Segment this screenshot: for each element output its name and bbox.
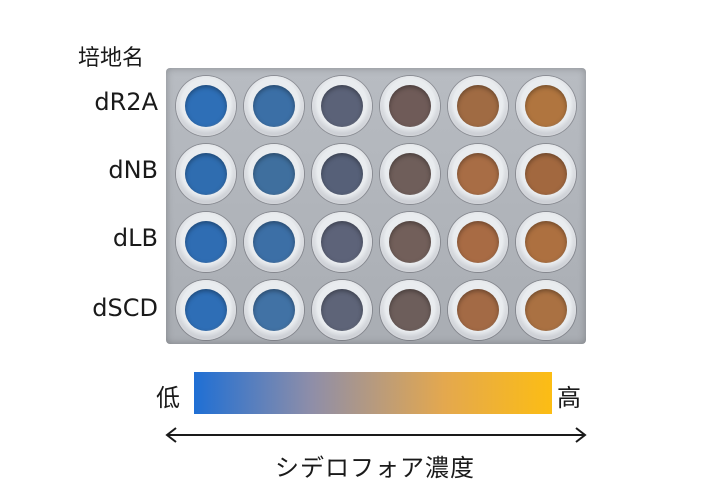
well-dNB-4	[380, 144, 440, 204]
well-dR2A-2	[244, 76, 304, 136]
well-dSCD-4	[380, 280, 440, 340]
well-dSCD-5	[448, 280, 508, 340]
well-liquid	[253, 85, 295, 127]
concentration-scale-bar	[194, 372, 552, 414]
well-liquid	[525, 221, 567, 263]
scale-high-label: 高	[557, 384, 581, 412]
well-dLB-3	[312, 212, 372, 272]
well-dNB-2	[244, 144, 304, 204]
well-liquid	[185, 153, 227, 195]
medium-header: 培地名	[78, 46, 145, 71]
well-liquid	[253, 221, 295, 263]
row-label-dR2A: dR2A	[94, 88, 158, 116]
row-label-dSCD: dSCD	[92, 294, 158, 322]
well-dLB-6	[516, 212, 576, 272]
well-dSCD-2	[244, 280, 304, 340]
well-dSCD-1	[176, 280, 236, 340]
well-liquid	[185, 85, 227, 127]
well-liquid	[525, 289, 567, 331]
well-liquid	[457, 85, 499, 127]
well-dR2A-6	[516, 76, 576, 136]
well-liquid	[321, 153, 363, 195]
well-liquid	[457, 221, 499, 263]
well-liquid	[321, 221, 363, 263]
well-dSCD-6	[516, 280, 576, 340]
well-dNB-6	[516, 144, 576, 204]
row-label-dLB: dLB	[112, 224, 158, 252]
double-arrow-icon	[165, 427, 587, 443]
well-dNB-3	[312, 144, 372, 204]
row-label-dNB: dNB	[108, 156, 158, 184]
well-liquid	[185, 289, 227, 331]
well-liquid	[525, 153, 567, 195]
scale-gradient	[194, 372, 552, 414]
siderophore-concentration-label: シデロフォア濃度	[275, 454, 475, 482]
well-liquid	[389, 85, 431, 127]
well-dR2A-3	[312, 76, 372, 136]
well-liquid	[389, 289, 431, 331]
well-dR2A-4	[380, 76, 440, 136]
scale-low-label: 低	[156, 384, 180, 412]
well-liquid	[253, 153, 295, 195]
well-liquid	[389, 221, 431, 263]
well-dLB-2	[244, 212, 304, 272]
well-dNB-5	[448, 144, 508, 204]
well-dR2A-1	[176, 76, 236, 136]
well-dR2A-5	[448, 76, 508, 136]
well-dNB-1	[176, 144, 236, 204]
well-dLB-5	[448, 212, 508, 272]
well-dSCD-3	[312, 280, 372, 340]
well-liquid	[185, 221, 227, 263]
well-liquid	[457, 289, 499, 331]
well-liquid	[457, 153, 499, 195]
well-liquid	[253, 289, 295, 331]
well-dLB-1	[176, 212, 236, 272]
well-liquid	[321, 85, 363, 127]
microplate-photo	[166, 68, 586, 344]
well-liquid	[321, 289, 363, 331]
well-liquid	[525, 85, 567, 127]
well-liquid	[389, 153, 431, 195]
well-dLB-4	[380, 212, 440, 272]
